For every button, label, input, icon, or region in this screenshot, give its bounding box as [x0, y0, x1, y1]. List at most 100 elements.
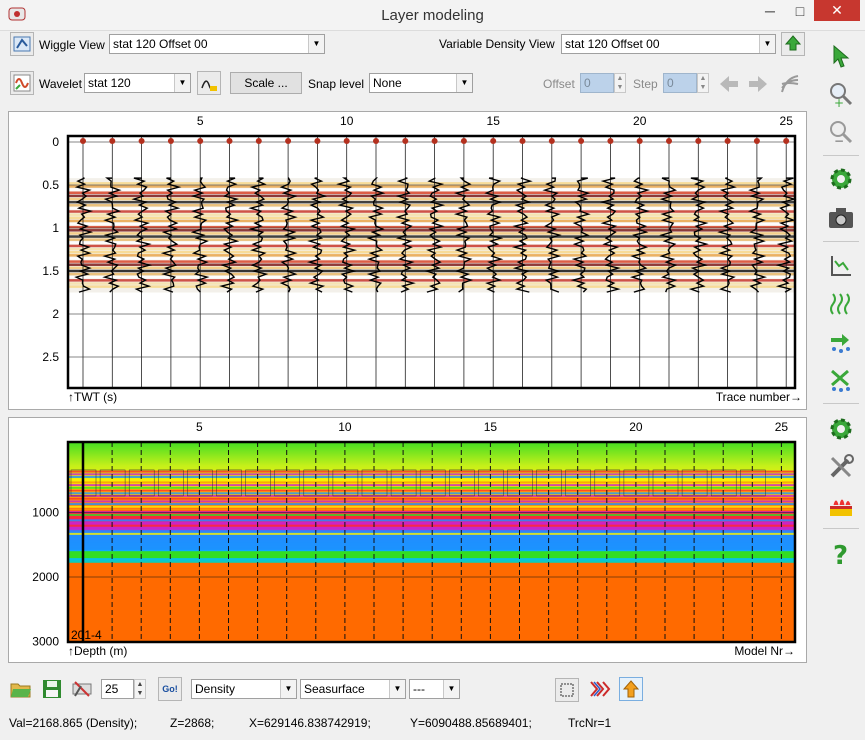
model-block: [681, 469, 708, 497]
y-tick-label: 0: [52, 135, 59, 149]
chevron-down-icon: ▼: [443, 680, 459, 698]
draw-tool-icon[interactable]: [70, 677, 94, 701]
seismic-layer: [68, 225, 795, 229]
wiggle-trace: [659, 177, 678, 293]
app-icon[interactable]: [8, 6, 26, 22]
seismic-layer: [68, 182, 795, 185]
svg-text:+: +: [834, 96, 844, 107]
wiggle-trace: [190, 177, 210, 293]
frame-icon[interactable]: [555, 678, 579, 702]
settings-gear-icon[interactable]: [826, 414, 856, 444]
wiggle-trace: [542, 177, 562, 293]
trace-marker: [255, 138, 262, 144]
zoom-out-icon[interactable]: −: [826, 117, 856, 147]
close-button[interactable]: ✕: [814, 0, 860, 21]
density-green-layer: [68, 551, 795, 559]
chevron-down-icon: ▼: [174, 74, 190, 92]
seismic-layer: [68, 275, 795, 279]
variable-density-select[interactable]: stat 120 Offset 00 ▼: [561, 34, 776, 54]
seismic-layer: [68, 282, 795, 285]
density-stripe: [68, 484, 795, 487]
wiggle-trace: [629, 177, 651, 293]
offset-stepper[interactable]: ▲ ▼: [614, 73, 626, 93]
wiggle-trace: [511, 177, 533, 293]
wavelet-select[interactable]: stat 120 ▼: [84, 73, 191, 93]
wiggle-trace: [775, 177, 797, 293]
model-block: [361, 469, 388, 497]
model-block: [158, 469, 184, 497]
wiggle-plot[interactable]: 0 0.5 1 1.5 2 2.5 5 10 15 20 25 ↑TWT (s) Trace numbe…: [9, 112, 806, 409]
wiggle-trace: [74, 177, 94, 293]
layers-icon[interactable]: [588, 677, 612, 701]
help-icon[interactable]: ?: [826, 539, 856, 569]
seismic-layer: [68, 238, 795, 241]
extra-select[interactable]: --- ▼: [409, 679, 460, 699]
trace-marker: [490, 138, 497, 144]
seismic-layer: [68, 188, 795, 191]
wiggle-view-select[interactable]: stat 120 Offset 00 ▼: [109, 34, 325, 54]
offset-label: Offset: [543, 77, 575, 91]
wavelet-edit-icon[interactable]: [197, 71, 221, 95]
wiggle-panel[interactable]: 0 0.5 1 1.5 2 2.5 5 10 15 20 25 ↑TWT (s) Trace numbe…: [8, 111, 807, 410]
model-block: [652, 469, 679, 497]
seismic-layer: [68, 185, 795, 188]
wiggle-toggle-icon[interactable]: [778, 72, 802, 96]
chevron-down-icon: ▼: [308, 35, 324, 53]
wiggle-trace: [336, 177, 358, 293]
status-x: X=629146.838742919;: [249, 716, 371, 730]
step-input[interactable]: 0: [663, 73, 697, 93]
download-icon[interactable]: [781, 32, 805, 56]
x-tick-label: 10: [338, 420, 352, 434]
camera-icon[interactable]: [826, 203, 856, 233]
y-tick-label: 1.5: [42, 264, 59, 278]
seismic-layer: [68, 257, 795, 260]
y-tick-label: 2000: [32, 570, 59, 584]
model-block: [478, 469, 504, 497]
variable-density-value: stat 120 Offset 00: [565, 37, 660, 51]
offset-input[interactable]: 0: [580, 73, 614, 93]
reference-select[interactable]: Seasurface ▼: [300, 679, 406, 699]
gear-icon[interactable]: [826, 164, 856, 194]
arrow-up-icon[interactable]: [619, 677, 643, 701]
step-stepper[interactable]: ▲ ▼: [697, 73, 709, 93]
x-tick-label: 5: [196, 420, 203, 434]
fire-layers-icon[interactable]: [826, 490, 856, 520]
density-stripe: [68, 519, 795, 522]
rain-cross-icon[interactable]: [826, 365, 856, 395]
density-stripe: [68, 516, 795, 519]
snap-level-select[interactable]: None ▼: [369, 73, 473, 93]
maximize-button[interactable]: □: [795, 3, 805, 19]
seismic-layer: [68, 279, 795, 282]
x-tick-label: 15: [487, 114, 501, 128]
y-tick-label: 3000: [32, 635, 59, 649]
trace-marker: [226, 138, 233, 144]
svg-text:−: −: [834, 134, 844, 145]
count-input[interactable]: 25: [101, 679, 134, 699]
y-tick-label: 1000: [32, 506, 59, 520]
seismic-layer: [68, 260, 795, 263]
go-button[interactable]: Go!: [158, 677, 182, 701]
arrow-right-icon[interactable]: [746, 72, 770, 96]
density-plot[interactable]: 1000 2000 3000 5 10 15 20 25 201-4 ↑Depth (m) Mode…: [9, 418, 806, 662]
minimize-button[interactable]: ─: [765, 3, 775, 19]
chart-axes-icon[interactable]: [826, 251, 856, 281]
wiggle-trace: [102, 177, 122, 293]
density-stripe: [68, 473, 795, 476]
count-stepper[interactable]: ▲ ▼: [134, 679, 146, 699]
chevron-down-icon: ▼: [759, 35, 775, 53]
save-icon[interactable]: [40, 677, 64, 701]
attribute-select[interactable]: Density ▼: [191, 679, 297, 699]
density-panel[interactable]: 1000 2000 3000 5 10 15 20 25 201-4 ↑Depth (m) Mode…: [8, 417, 807, 663]
zoom-in-icon[interactable]: +: [826, 79, 856, 109]
density-stripe: [68, 492, 795, 495]
rain-arrow-icon[interactable]: [826, 327, 856, 357]
wiggle-traces-icon[interactable]: [826, 289, 856, 319]
wiggle-view-icon[interactable]: [10, 32, 34, 56]
pointer-icon[interactable]: [826, 41, 856, 71]
open-folder-icon[interactable]: [9, 677, 33, 701]
tools-icon[interactable]: [826, 452, 856, 482]
wavelet-icon[interactable]: [10, 71, 34, 95]
density-stripe: [68, 497, 795, 500]
scale-button[interactable]: Scale ...: [230, 72, 302, 94]
arrow-left-icon[interactable]: [717, 72, 741, 96]
